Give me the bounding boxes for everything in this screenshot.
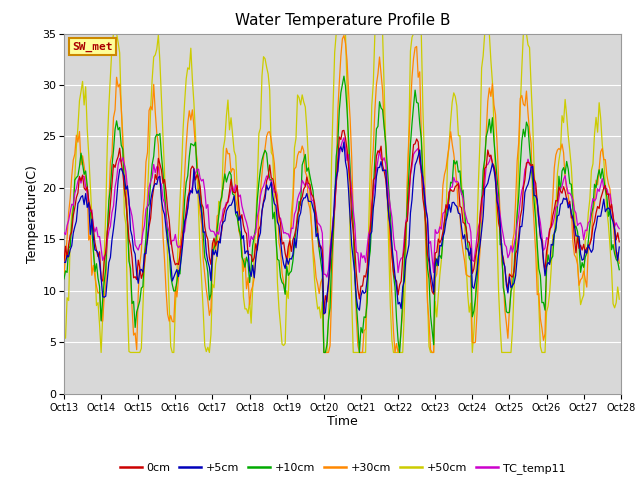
Legend: 0cm, +5cm, +10cm, +30cm, +50cm, TC_temp11: 0cm, +5cm, +10cm, +30cm, +50cm, TC_temp1… <box>115 458 570 478</box>
Title: Water Temperature Profile B: Water Temperature Profile B <box>235 13 450 28</box>
X-axis label: Time: Time <box>327 415 358 428</box>
Y-axis label: Temperature(C): Temperature(C) <box>26 165 40 263</box>
Text: SW_met: SW_met <box>72 42 113 52</box>
